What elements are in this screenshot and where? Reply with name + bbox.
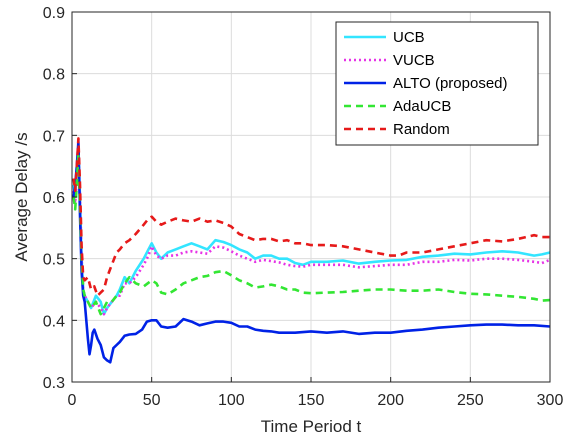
y-tick-label: 0.4 bbox=[43, 313, 65, 330]
y-tick-label: 0.7 bbox=[43, 128, 65, 145]
x-tick-label: 200 bbox=[377, 392, 404, 409]
x-tick-label: 250 bbox=[457, 392, 484, 409]
x-tick-label: 100 bbox=[218, 392, 245, 409]
x-tick-label: 150 bbox=[298, 392, 325, 409]
series-line-adaucb bbox=[72, 152, 551, 316]
legend: UCB VUCB ALTO (proposed) AdaUCB Random bbox=[335, 21, 539, 146]
x-axis-label: Time Period t bbox=[261, 417, 362, 436]
series-line-alto-proposed bbox=[72, 140, 551, 364]
series-lines bbox=[72, 137, 551, 364]
legend-label: UCB bbox=[393, 29, 425, 46]
x-tick-label: 300 bbox=[537, 392, 564, 409]
legend-label: ALTO (proposed) bbox=[393, 75, 508, 92]
y-axis-label: Average Delay /s bbox=[12, 132, 31, 261]
legend-label: AdaUCB bbox=[393, 98, 451, 115]
series-line-ucb bbox=[72, 146, 551, 316]
x-tick-label: 50 bbox=[143, 392, 161, 409]
y-tick-label: 0.9 bbox=[43, 5, 65, 22]
x-tick-label: 0 bbox=[68, 392, 77, 409]
y-tick-label: 0.3 bbox=[43, 375, 65, 392]
legend-label: Random bbox=[393, 121, 450, 138]
series-line-random bbox=[72, 137, 550, 297]
y-tick-label: 0.8 bbox=[43, 67, 65, 84]
axis-ticks: 0 50 100 150 200 250 300 0.3 0.4 0.5 0.6 0.7 0.8 0.9 bbox=[43, 5, 564, 409]
legend-label: VUCB bbox=[393, 52, 435, 69]
y-tick-label: 0.5 bbox=[43, 252, 65, 269]
y-tick-label: 0.6 bbox=[43, 190, 65, 207]
